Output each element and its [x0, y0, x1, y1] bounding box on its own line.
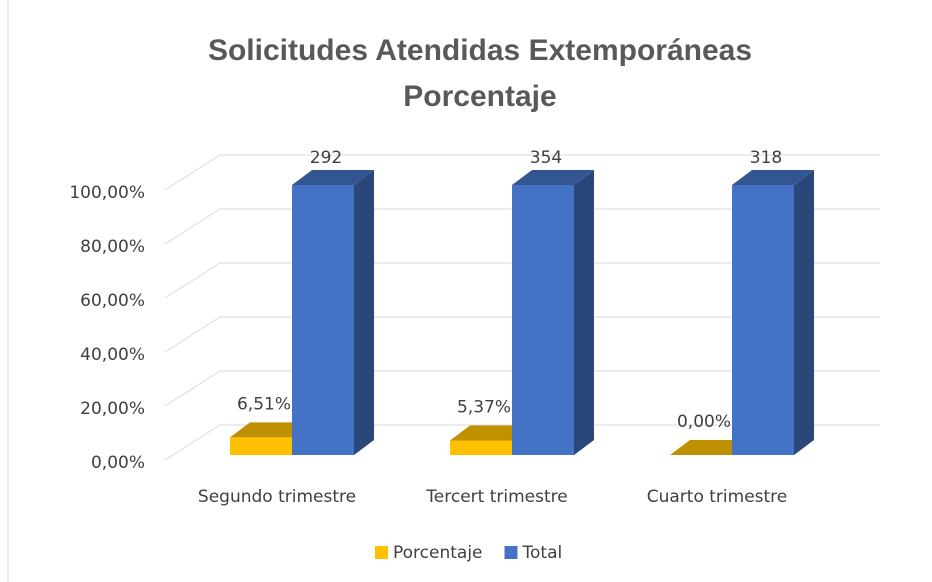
data-label: 6,51%: [237, 394, 291, 414]
bar-top: [450, 425, 532, 441]
x-tick-label: Tercert trimestre: [425, 487, 567, 507]
legend-label: Total: [522, 543, 563, 563]
data-label: 5,37%: [457, 398, 511, 418]
y-tick-label: 20,00%: [80, 399, 145, 419]
bar: [292, 185, 354, 455]
bar-top: [732, 170, 814, 185]
bar: [230, 437, 292, 455]
data-label: 354: [530, 148, 562, 168]
x-tick-label: Cuarto trimestre: [647, 487, 788, 507]
data-label: 0,00%: [677, 412, 731, 432]
x-tick-label: Segundo trimestre: [198, 487, 356, 507]
chart-title: Solicitudes Atendidas Extemporáneas: [208, 34, 752, 67]
grid-line: [164, 316, 221, 353]
grid-line: [164, 424, 221, 461]
grid-line: [164, 154, 221, 191]
bar-side: [794, 170, 814, 455]
bar-top: [230, 422, 312, 438]
y-tick-label: 0,00%: [91, 453, 145, 473]
legend-swatch: [375, 546, 388, 559]
chart-title: Porcentaje: [403, 80, 556, 113]
bar-top: [292, 170, 374, 185]
data-label: 292: [310, 148, 342, 168]
legend-label: Porcentaje: [393, 543, 483, 563]
bar: [732, 185, 794, 455]
y-tick-label: 80,00%: [80, 237, 145, 257]
bar-side: [574, 170, 594, 455]
bar-side: [354, 170, 374, 455]
y-tick-label: 60,00%: [80, 291, 145, 311]
bar-top: [670, 440, 752, 455]
y-tick-label: 100,00%: [69, 183, 145, 203]
data-label: 318: [750, 148, 782, 168]
grid-line: [164, 262, 221, 299]
bar-top: [512, 170, 594, 185]
y-tick-label: 40,00%: [80, 345, 145, 365]
bar: [512, 185, 574, 455]
legend-swatch: [504, 546, 518, 559]
grid-line: [164, 370, 221, 407]
grid-line: [164, 208, 221, 245]
bar: [450, 440, 512, 455]
